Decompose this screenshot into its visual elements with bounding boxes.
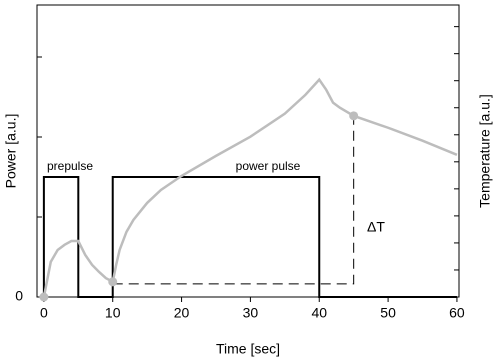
annotation: prepulse xyxy=(47,159,93,173)
marker xyxy=(108,277,118,287)
y2-axis-label: Temperature [a.u.] xyxy=(477,94,493,208)
plot-frame xyxy=(36,4,460,298)
y-axis-label: Power [a.u.] xyxy=(3,114,19,189)
x-tick-label: 10 xyxy=(105,305,121,321)
marker xyxy=(39,292,49,302)
guide-line xyxy=(112,115,355,285)
x-tick-label: 50 xyxy=(380,305,396,321)
data-line xyxy=(42,176,457,298)
x-tick-label: 30 xyxy=(243,305,259,321)
y-tick-label: 0 xyxy=(15,288,23,304)
annotation: power pulse xyxy=(236,159,301,173)
x-tick-label: 20 xyxy=(174,305,190,321)
annotation: ΔT xyxy=(367,219,385,235)
x-tick-label: 0 xyxy=(40,305,48,321)
marker xyxy=(349,111,359,121)
x-tick-label: 40 xyxy=(311,305,327,321)
x-tick-label: 60 xyxy=(449,305,465,321)
x-axis-label: Time [sec] xyxy=(216,341,280,357)
data-line xyxy=(42,77,458,298)
